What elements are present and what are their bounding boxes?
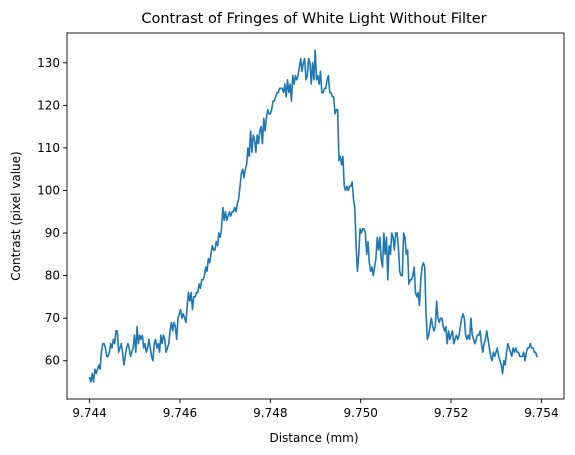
y-tick-label: 70 xyxy=(45,311,60,325)
x-tick-label: 9.752 xyxy=(434,406,468,420)
x-tick-label: 9.746 xyxy=(163,406,197,420)
chart-title: Contrast of Fringes of White Light Witho… xyxy=(141,11,486,27)
y-tick-label: 110 xyxy=(37,141,60,155)
y-tick-label: 120 xyxy=(37,98,60,112)
x-tick-label: 9.750 xyxy=(344,406,378,420)
y-tick-label: 100 xyxy=(37,183,60,197)
x-axis-label: Distance (mm) xyxy=(269,431,358,445)
series-line xyxy=(88,49,538,383)
y-tick-label: 90 xyxy=(45,226,60,240)
y-tick-label: 60 xyxy=(45,354,60,368)
x-axis: 9.744 9.746 9.748 9.750 9.752 9.754 xyxy=(72,399,559,420)
plot-frame xyxy=(66,32,565,400)
y-axis-label: Contrast (pixel value) xyxy=(9,151,23,280)
y-tick-label: 130 xyxy=(37,56,60,70)
x-tick-label: 9.754 xyxy=(524,406,558,420)
y-axis: 60 70 80 90 100 110 120 130 xyxy=(37,56,67,368)
x-tick-label: 9.748 xyxy=(253,406,287,420)
y-tick-label: 80 xyxy=(45,269,60,283)
x-tick-label: 9.744 xyxy=(72,406,106,420)
